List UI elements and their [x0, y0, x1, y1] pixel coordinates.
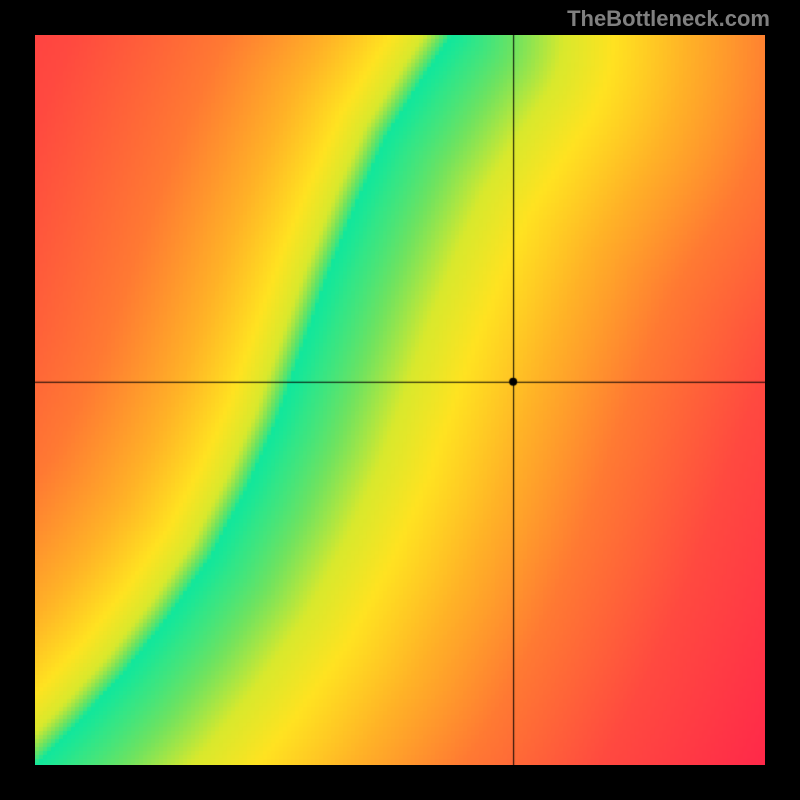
- chart-container: TheBottleneck.com: [0, 0, 800, 800]
- bottleneck-heatmap: [35, 35, 765, 765]
- watermark-text: TheBottleneck.com: [567, 6, 770, 32]
